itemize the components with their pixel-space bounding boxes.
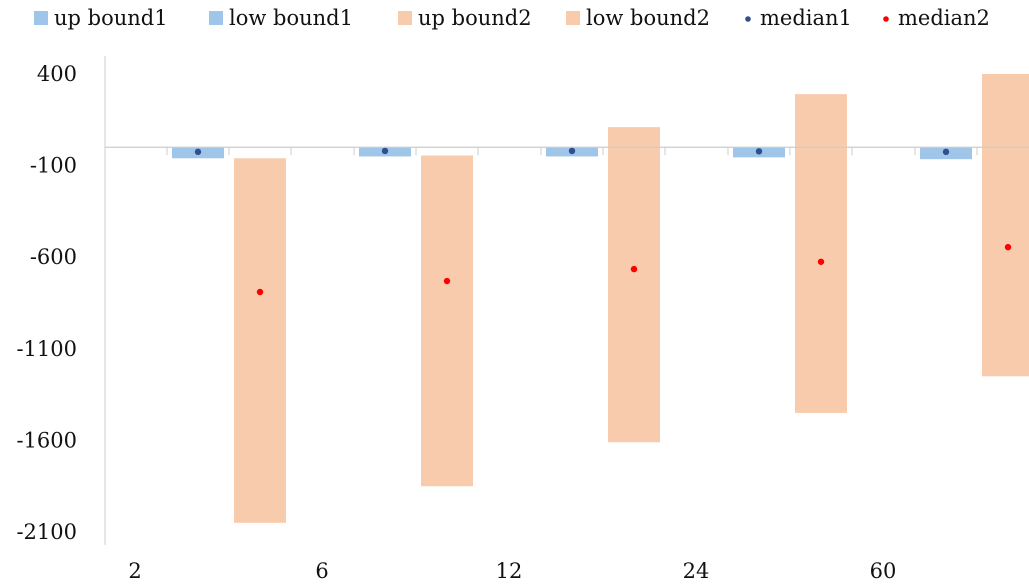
legend-swatch-up_bound2 [398,11,412,25]
median1-point-2 [194,148,202,156]
legend-swatch-up_bound1 [34,11,48,25]
median2-point-60 [1004,243,1012,251]
y-tick-labels: 400 -100 -600 -1100 -1600 -2100 [16,62,77,544]
bars [172,74,1029,523]
x-tick-label: 2 [128,559,141,583]
legend-swatch-low_bound2 [566,11,580,25]
bar-bound2-60 [982,74,1029,377]
legend: up bound1 low bound1 up bound2 low bound2 me… [34,6,990,30]
median2-point-6 [443,277,451,285]
legend-item-low_bound1: low bound1 [209,6,353,30]
bar-bound2-12 [608,127,660,443]
bar-bound2-24 [795,94,847,413]
legend-item-up_bound1: up bound1 [34,6,168,30]
x-tick-label: 60 [870,559,897,583]
legend-label-median2: median2 [898,6,990,30]
x-tick-labels: 2 6 12 24 60 [128,559,896,583]
legend-item-up_bound2: up bound2 [398,6,532,30]
legend-label-low_bound2: low bound2 [586,6,710,30]
legend-item-median1: median1 [745,6,852,30]
x-tick-label: 24 [683,559,710,583]
medians [194,147,1012,296]
y-tick-label: -600 [30,245,77,269]
median2-point-24 [817,258,825,265]
legend-label-up_bound2: up bound2 [418,6,532,30]
bar-bound2-2 [234,158,286,523]
y-tick-label: -2100 [16,520,77,544]
bar-bound2-6 [421,155,473,487]
legend-label-median1: median1 [760,6,852,30]
y-tick-label: 400 [37,62,77,86]
legend-swatch-low_bound1 [209,11,223,25]
median2-point-2 [256,288,264,296]
median1-point-6 [381,147,389,155]
legend-label-low_bound1: low bound1 [229,6,353,30]
legend-swatch-median2 [883,16,889,22]
y-tick-label: -100 [30,154,77,178]
y-tick-label: -1100 [16,337,77,361]
y-tick-label: -1600 [16,428,77,452]
legend-swatch-median1 [745,16,751,22]
x-tick-label: 12 [496,559,523,583]
x-tick-label: 6 [315,559,328,583]
legend-item-low_bound2: low bound2 [566,6,710,30]
median1-point-12 [568,147,576,155]
median2-point-12 [630,265,638,273]
median1-point-24 [755,148,763,155]
legend-item-median2: median2 [883,6,990,30]
median1-point-60 [942,148,950,156]
legend-label-up_bound1: up bound1 [54,6,168,30]
category-tick-marks [166,147,978,156]
